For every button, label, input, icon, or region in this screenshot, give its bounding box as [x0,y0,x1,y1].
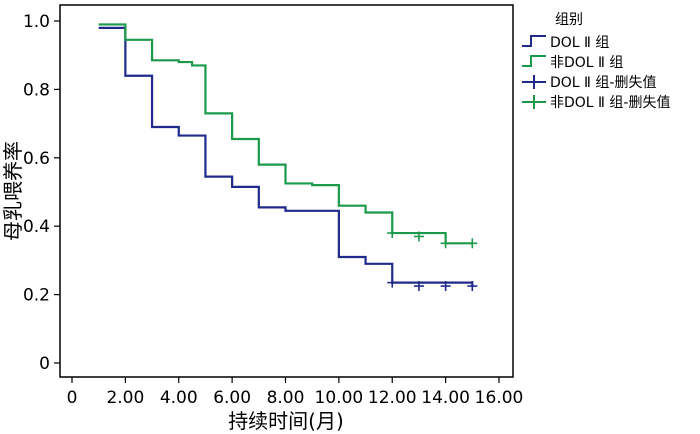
x-tick-label: 2.00 [106,388,144,408]
x-tick-label: 16.00 [475,388,524,408]
y-tick-label: 0.2 [23,286,50,306]
y-tick-label: 0 [39,354,50,374]
series-line-1 [98,26,474,287]
legend-swatch-step [522,35,546,47]
axes-layer: 0 2.00 4.00 6.00 8.00 10.00 12.00 14.00 16.00 0 0.… [23,12,523,408]
legend-entry-label: 非DOL Ⅱ 组-删失值 [550,95,670,111]
y-tick-label: 0.4 [23,217,50,237]
x-tick-label: 14.00 [421,388,470,408]
x-tick-label: 10.00 [315,388,364,408]
plot-area-frame [59,4,514,378]
x-tick-label: 6.00 [213,388,251,408]
y-tick-label: 0.8 [23,80,50,100]
legend-entry-label: DOL Ⅱ 组-删失值 [550,75,656,91]
legend-entry-label: DOL Ⅱ 组 [550,35,609,51]
series-line-2 [98,23,473,245]
x-axis-title: 持续时间(月) [228,409,344,433]
x-tick-label: 8.00 [267,388,305,408]
series-layer [98,23,478,292]
y-tick-label: 0.6 [23,149,50,169]
legend-entry-label: 非DOL Ⅱ 组 [550,55,623,71]
y-axis-title: 母乳喂养率 [1,141,25,241]
x-tick-label: 0 [67,388,78,408]
legend-title: 组别 [555,12,583,28]
legend-swatch-step [522,55,546,67]
x-tick-label: 4.00 [160,388,198,408]
y-tick-label: 1.0 [23,12,50,32]
x-tick-label: 12.00 [368,388,417,408]
